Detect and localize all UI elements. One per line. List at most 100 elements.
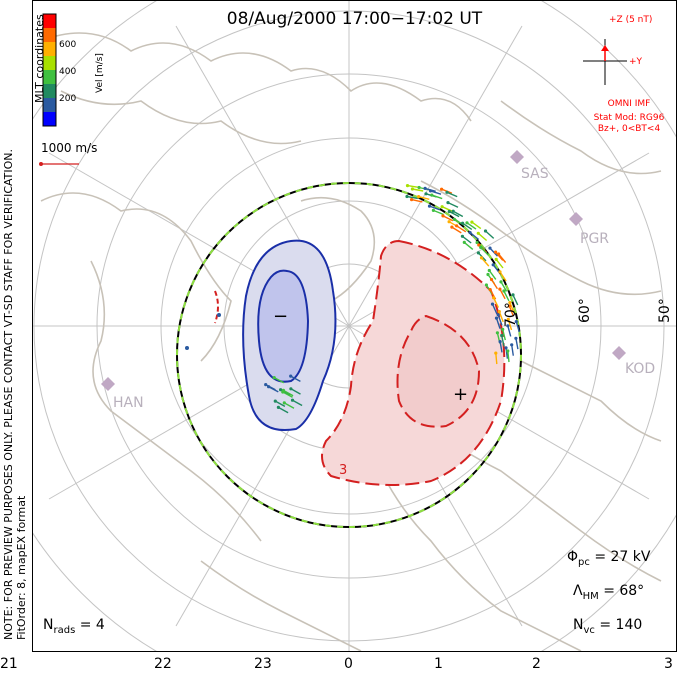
station-markers [101,150,626,391]
velocity-vector [278,406,289,414]
station-label-sas: SAS [521,166,549,182]
velocity-vector [433,209,444,216]
mlt-tick-22: 22 [154,656,172,672]
velocity-vector [491,303,498,315]
velocity-vector [477,232,488,242]
velocity-vector [507,319,513,331]
color-bar-segment [43,112,56,127]
velocity-vector [499,288,506,300]
imf-z-label: +Z (5 nT) [609,15,653,25]
velocity-vector [283,389,294,397]
velocity-vector [499,271,507,282]
velocity-vector [480,246,489,256]
velocity-vector [490,279,498,290]
velocity-vector [412,188,424,192]
imf-source: OMNI IMF [607,99,651,109]
coordinate-system-label: MLT coordinates [33,14,46,103]
station-label-kod: KOD [625,361,656,377]
legend-axis-label: Vel [m/s] [95,53,105,93]
latitude-label-60: 60° [577,298,593,323]
cross-polar-potential: Φpc = 27 kV [567,549,651,568]
velocity-vector [515,338,519,350]
velocity-vector [508,305,515,317]
velocity-vector [442,215,454,222]
station-marker-sas [510,150,524,164]
velocity-vector [480,257,490,267]
velocity-vector [488,270,497,280]
verification-note-line1: NOTE: FOR PREVIEW PURPOSES ONLY. PLEASE … [2,148,15,640]
station-label-han: HAN [113,395,144,411]
color-bar-segment [43,42,56,57]
radar-count: Nrads = 4 [43,617,105,636]
station-marker-pgr [569,212,583,226]
velocity-vector [503,290,510,302]
velocity-vector [466,222,477,230]
velocity-vector [515,321,520,333]
velocity-vector [512,294,519,306]
latitude-label-50: 50° [657,298,673,323]
negative-cell-inner [257,269,310,383]
small-positive-contour [214,290,219,324]
color-bar-segment [43,28,56,43]
velocity-vector [495,317,501,329]
small-data-point [185,346,189,350]
mlt-tick-0: 0 [344,656,353,672]
polar-map [33,1,676,651]
velocity-vector [431,194,443,200]
velocity-vector [407,184,419,188]
velocity-vector [495,251,504,261]
small-data-point-2 [217,313,221,317]
verification-note: NOTE: FOR PREVIEW PURPOSES ONLY. PLEASE … [2,149,28,640]
velocity-vector [469,232,480,241]
velocity-vector [489,247,499,257]
mlt-tick-23: 23 [254,656,272,672]
velocity-vector [446,191,458,198]
velocity-vector [418,195,430,200]
imf-vector-head [601,45,609,51]
legend-tick-400: 400 [59,67,77,77]
velocity-vector [500,281,508,292]
velocity-vector [406,195,418,200]
hm-boundary-latitude: ΛHM = 68° [573,583,645,602]
velocity-vector [463,241,474,250]
velocity-vector [495,353,498,365]
legend-tick-200: 200 [59,94,77,104]
station-label-pgr: PGR [580,231,610,247]
imf-condition: Bz+, 0<BT<4 [597,124,661,134]
velocity-vector [290,388,301,395]
velocity-vector [456,225,467,233]
velocity-vector [492,297,500,308]
station-marker-kod [612,346,626,360]
velocity-vector [461,235,472,244]
positive-cell-marker: + [453,384,469,405]
legend-tick-600: 600 [59,40,77,50]
velocity-vector [282,391,293,398]
heppner-maynard-dash [176,182,522,528]
velocity-vector [511,344,514,356]
vector-scale-label: 1000 m/s [41,141,98,155]
velocity-vector [509,302,515,314]
velocity-vector [429,205,441,211]
velocity-vector [447,201,459,208]
fit-order-note: FitOrder: 8, mapEX format [15,495,28,640]
velocity-vector [430,190,442,195]
mlt-tick-2: 2 [532,656,541,672]
velocity-vector [274,400,286,408]
imf-y-label: +Y [629,57,643,67]
positive-cell-inner [396,314,481,428]
color-bar-segment [43,70,56,85]
velocity-vector [485,230,495,239]
velocity-color-bar [43,14,56,127]
velocity-vectors [264,184,520,414]
velocity-vector [505,347,509,359]
model-name: Stat Mod: RG96 [593,113,665,123]
velocity-vector [501,335,505,347]
velocity-vector [462,222,473,230]
latitude-label-70: 70° [503,302,519,327]
contour-label: 3 [339,463,348,478]
color-bar-segment [43,98,56,113]
velocity-vector [502,329,506,341]
color-bar-segment [43,84,56,99]
velocity-vector [265,383,276,391]
mlt-tick-21: 21 [0,656,18,672]
